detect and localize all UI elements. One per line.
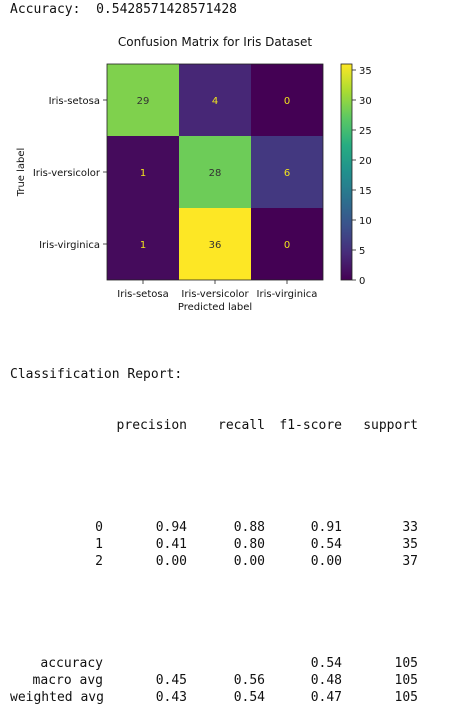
report-cell-f1: 0.00 <box>310 554 342 569</box>
report-cell-f1: 0.47 <box>310 690 342 705</box>
matrix-cell <box>179 208 251 280</box>
matrix-cell <box>107 136 179 208</box>
report-cell-precision: 0.41 <box>155 537 187 552</box>
report-title-row: Classification Report: <box>10 366 182 383</box>
accuracy-label: Accuracy: <box>10 2 81 17</box>
colorbar-tick-label: 5 <box>359 246 365 257</box>
report-row: weighted avg 0.43 0.54 0.47 105 <box>10 689 418 706</box>
confusion-matrix-chart: Confusion Matrix for Iris Dataset 29 4 0 1 28… <box>16 35 372 313</box>
matrix-cell <box>107 208 179 280</box>
matrix-cell <box>179 136 251 208</box>
matrix-cell-value: 6 <box>284 168 290 179</box>
matrix-cell <box>251 208 323 280</box>
report-row: 1 0.41 0.80 0.54 35 <box>10 536 418 553</box>
report-cell-support: 33 <box>402 520 418 535</box>
y-tick-label: Iris-versicolor <box>33 168 101 179</box>
report-cell-f1: 0.54 <box>310 537 342 552</box>
matrix-cell-value: 29 <box>137 96 150 107</box>
report-row: macro avg 0.45 0.56 0.48 105 <box>10 672 418 689</box>
matrix-cell <box>251 136 323 208</box>
report-cell-f1: 0.48 <box>310 673 342 688</box>
report-row-label: weighted avg <box>10 690 104 705</box>
report-cell-support: 105 <box>394 673 418 688</box>
header-f1-score: f1-score <box>279 418 342 433</box>
report-cell-f1: 0.54 <box>310 656 342 671</box>
y-axis-label: True label <box>16 148 27 198</box>
matrix-cell <box>107 64 179 136</box>
report-cell-recall: 0.80 <box>233 537 265 552</box>
y-tick-label: Iris-virginica <box>39 240 100 251</box>
matrix-cell-value: 1 <box>140 168 146 179</box>
report-cell-precision: 0.94 <box>155 520 187 535</box>
report-cell-precision: 0.00 <box>155 554 187 569</box>
report-class-rows: 0 0.94 0.88 0.91 33 1 0.41 0.80 0.54 35 2 0.00 0.00 0… <box>10 519 418 570</box>
report-header-row: precision recall f1-score support <box>10 417 418 434</box>
matrix-cell <box>251 64 323 136</box>
colorbar-tick-label: 20 <box>359 156 372 167</box>
report-row-label: 0 <box>95 520 103 535</box>
colorbar-tick-label: 35 <box>359 66 372 77</box>
matrix-cell <box>179 64 251 136</box>
colorbar-tick-label: 0 <box>359 276 365 287</box>
report-row: accuracy 0.54 105 <box>10 655 418 672</box>
chart-title: Confusion Matrix for Iris Dataset <box>118 35 313 49</box>
x-tick-label: Iris-versicolor <box>181 289 249 300</box>
report-cell-recall: 0.00 <box>233 554 265 569</box>
report-cell-f1: 0.91 <box>310 520 342 535</box>
matrix-cell-value: 1 <box>140 240 146 251</box>
colorbar-tick-label: 30 <box>359 96 372 107</box>
y-tick-label: Iris-setosa <box>49 96 100 107</box>
report-row-label: 1 <box>95 537 103 552</box>
matrix-cell-value: 0 <box>284 96 290 107</box>
report-row: 2 0.00 0.00 0.00 37 <box>10 553 418 570</box>
report-summary-rows: accuracy 0.54 105 macro avg 0.45 0.56 0.48 105 w… <box>10 655 418 706</box>
accuracy-value: 0.5428571428571428 <box>96 2 237 17</box>
report-row-label: 2 <box>95 554 103 569</box>
matrix-cell-value: 4 <box>212 96 218 107</box>
x-tick-label: Iris-setosa <box>117 289 168 300</box>
colorbar-tick-label: 15 <box>359 186 372 197</box>
colorbar <box>340 63 353 281</box>
accuracy-output: Accuracy: 0.5428571428571428 <box>10 2 237 17</box>
header-precision: precision <box>116 418 187 433</box>
report-cell-precision: 0.45 <box>155 673 187 688</box>
report-title: Classification Report: <box>10 367 183 382</box>
header-support: support <box>363 418 418 433</box>
report-row-label: macro avg <box>32 673 103 688</box>
x-axis-label: Predicted label <box>178 302 252 313</box>
x-tick-label: Iris-virginica <box>257 289 318 300</box>
matrix-cell-value: 0 <box>284 240 290 251</box>
matrix-cell-value: 28 <box>209 168 222 179</box>
report-row: 0 0.94 0.88 0.91 33 <box>10 519 418 536</box>
report-cell-support: 35 <box>402 537 418 552</box>
report-cell-support: 37 <box>402 554 418 569</box>
report-cell-recall: 0.54 <box>233 690 265 705</box>
classification-report: Classification Report: precision recall … <box>10 332 418 723</box>
report-cell-precision: 0.43 <box>155 690 187 705</box>
report-cell-support: 105 <box>394 656 418 671</box>
matrix-cell-value: 36 <box>209 240 222 251</box>
colorbar-tick-label: 25 <box>359 126 372 137</box>
report-cell-recall: 0.88 <box>233 520 265 535</box>
colorbar-tick-label: 10 <box>359 216 372 227</box>
report-cell-support: 105 <box>394 690 418 705</box>
header-recall: recall <box>218 418 265 433</box>
report-cell-recall: 0.56 <box>233 673 265 688</box>
report-row-label: accuracy <box>40 656 103 671</box>
